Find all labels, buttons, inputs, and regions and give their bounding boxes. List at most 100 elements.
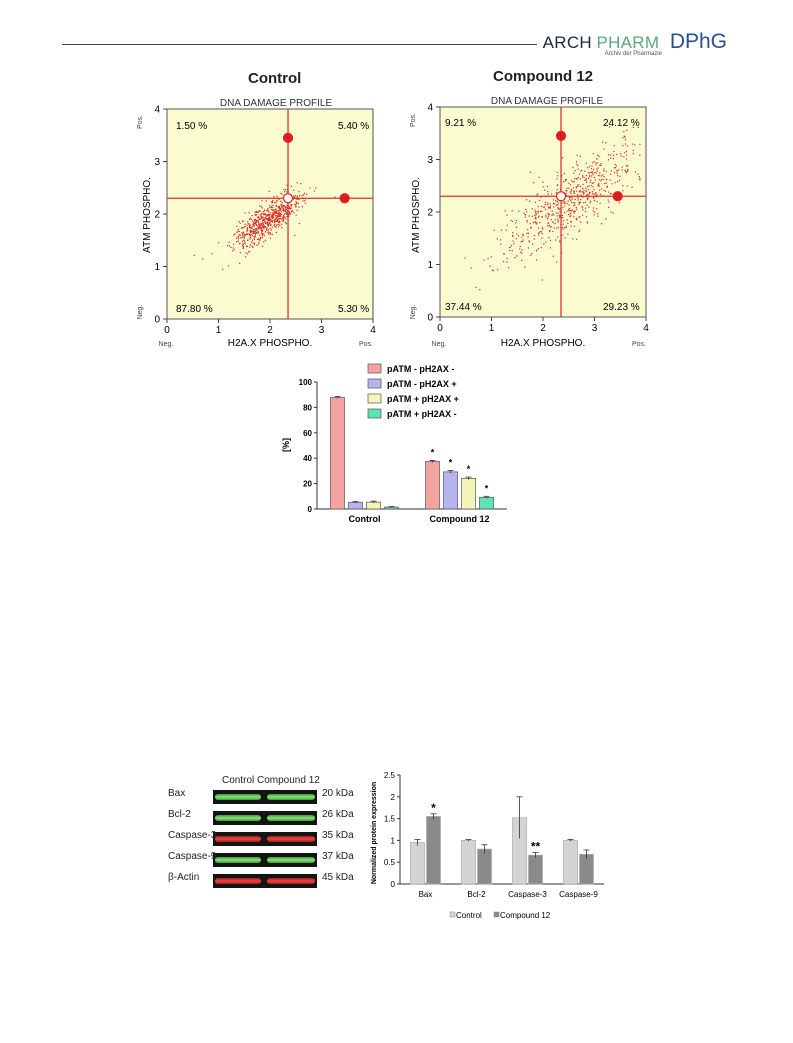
dot [600,180,602,182]
dot [233,249,235,251]
dot [564,211,566,214]
dot [261,226,263,228]
dot [257,243,260,245]
dot [591,182,593,184]
x-tick-label: 4 [370,325,376,336]
dot [528,240,530,242]
dot [573,192,575,194]
dot [613,150,615,152]
dot [298,223,300,225]
dot [549,206,551,208]
dot [561,214,563,216]
dot [597,215,599,217]
dot [254,236,256,238]
dot [256,219,258,221]
dot [261,207,263,209]
dot [626,129,628,131]
dot [265,217,267,220]
dot [574,210,576,212]
dot [514,256,516,259]
dot [565,227,567,229]
dot [264,214,266,216]
dot [298,198,300,200]
dot [557,212,559,214]
dot [563,201,565,203]
dot [638,176,640,178]
dot [562,217,564,219]
dot [570,189,572,191]
category-label: Caspase-3 [508,890,547,899]
dot [556,215,558,217]
dot [511,220,514,223]
dot [589,202,591,204]
dot [570,192,572,194]
legend-swatch [449,911,456,918]
legend-label: pATM - pH2AX + [387,379,457,389]
dot [597,154,599,156]
dot [276,205,278,207]
dot [570,215,572,217]
dot [586,221,588,223]
dot [272,216,274,218]
dot [585,178,587,180]
dot [282,220,284,223]
dot [616,170,618,172]
dot [263,214,265,216]
logo-arch: ARCH [542,33,592,52]
dot [294,204,297,206]
dot [537,216,539,218]
dot [261,223,263,225]
dot [582,187,584,190]
dot [296,209,298,211]
dot [265,215,267,217]
dot [536,210,538,213]
dot [251,245,253,247]
dot [532,243,534,245]
dot [527,228,529,231]
dot [297,203,300,205]
dot [549,203,551,205]
dot [579,201,582,203]
dot [534,214,536,216]
dot [265,222,267,224]
dot [639,178,641,180]
dot [259,227,261,229]
dot [587,198,589,200]
dot [291,211,293,213]
x-tick-label: 2 [267,325,273,336]
dot [242,220,244,222]
dot [599,202,601,204]
dot [534,211,536,213]
blot-size-label: 45 kDa [322,872,354,883]
dot [259,210,261,212]
dot [541,210,543,212]
dot [542,181,544,183]
dot [236,225,238,228]
dot [272,204,274,206]
dot [555,200,557,202]
dot [540,247,542,249]
dot [253,230,255,232]
dot [500,239,502,241]
dot [562,234,564,236]
dot [533,182,535,184]
dot [254,221,256,223]
bar [461,840,476,885]
dot [282,205,284,207]
dot [275,211,277,213]
dot [248,212,250,214]
dot [585,179,587,181]
dot [489,265,491,267]
dot [562,207,564,209]
dot [255,222,257,224]
dot [243,246,245,248]
dot [285,223,287,225]
dot [526,221,528,223]
dot [576,190,578,192]
y-tick-label: 100 [299,378,313,387]
dot [260,218,262,220]
dot [237,236,240,238]
dot [257,219,259,221]
dot [537,205,539,208]
dot [571,198,573,200]
